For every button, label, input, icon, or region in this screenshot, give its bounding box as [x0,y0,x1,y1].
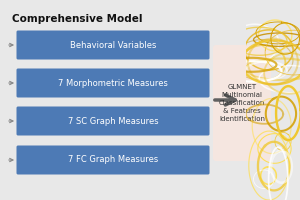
FancyBboxPatch shape [16,68,209,98]
Text: Behavioral Variables: Behavioral Variables [70,40,156,49]
FancyBboxPatch shape [16,146,209,174]
FancyBboxPatch shape [213,45,271,161]
Text: 7 Morphometric Measures: 7 Morphometric Measures [58,78,168,88]
Text: 7 SC Graph Measures: 7 SC Graph Measures [68,116,158,126]
Text: GLMNET
Multinomial
Classification
& Features
Identification: GLMNET Multinomial Classification & Feat… [219,84,265,122]
FancyBboxPatch shape [16,30,209,60]
FancyBboxPatch shape [16,106,209,136]
Text: 7 FC Graph Measures: 7 FC Graph Measures [68,156,158,164]
Text: Comprehensive Model: Comprehensive Model [12,14,142,24]
